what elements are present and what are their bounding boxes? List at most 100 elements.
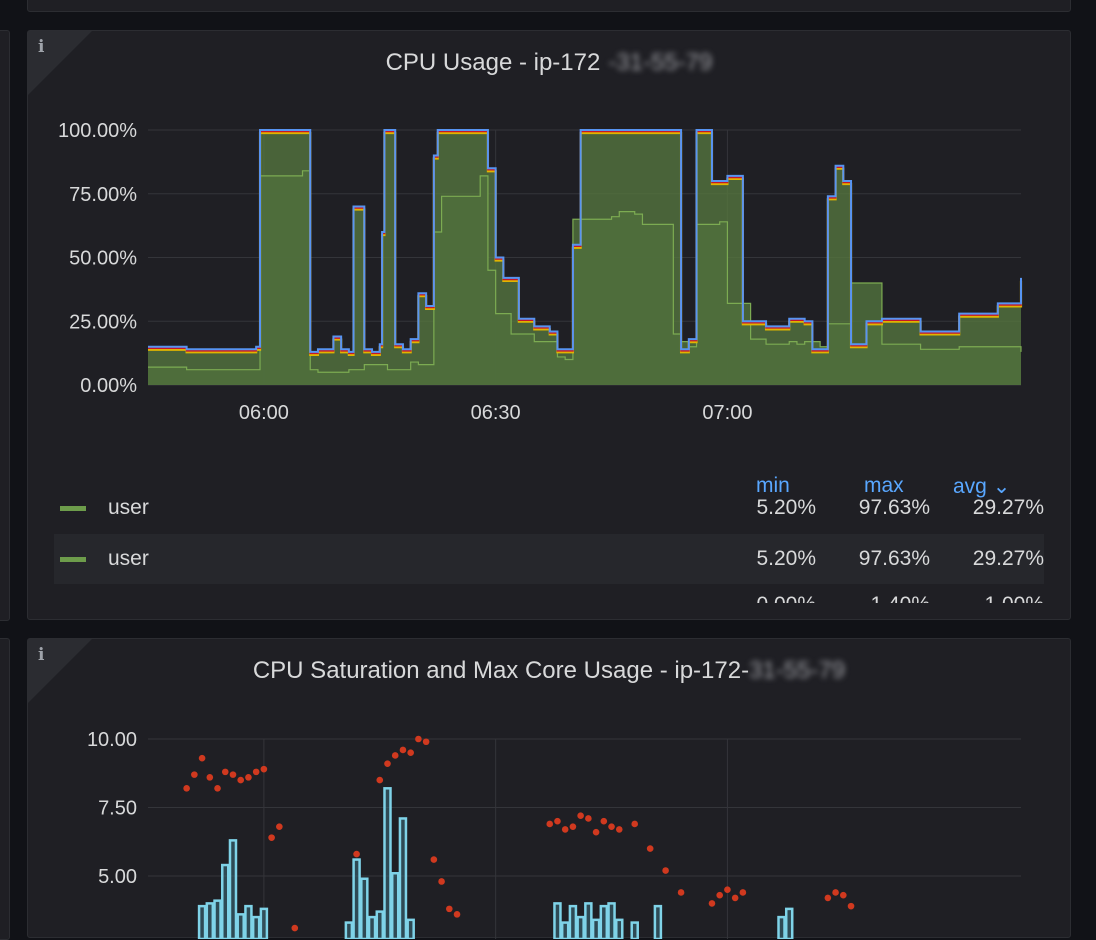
max-core-point bbox=[677, 889, 685, 896]
y-tick-label: 0.00% bbox=[80, 375, 137, 397]
saturation-bar bbox=[383, 787, 392, 939]
max-core-point bbox=[592, 828, 600, 836]
max-core-point bbox=[252, 768, 260, 776]
saturation-bar bbox=[777, 915, 786, 939]
legend-series-name[interactable]: user bbox=[108, 496, 149, 519]
panel-title-text: CPU Saturation and Max Core Usage - ip-1… bbox=[252, 657, 750, 684]
obscured-hostname: -31-55-79 bbox=[608, 49, 713, 76]
saturation-bar bbox=[360, 877, 369, 939]
max-core-point bbox=[662, 867, 669, 874]
saturation-bar bbox=[228, 839, 238, 939]
left-panel-edge-upper bbox=[0, 30, 10, 621]
legend-max: 1.40% bbox=[816, 593, 930, 603]
y-tick-label: 7.50 bbox=[98, 798, 137, 820]
max-core-point bbox=[724, 886, 731, 893]
legend-max: 97.63% bbox=[858, 547, 930, 570]
max-core-point bbox=[237, 776, 245, 784]
legend-header-max[interactable]: max bbox=[864, 474, 904, 497]
max-core-point bbox=[183, 785, 190, 792]
legend-header-avg[interactable]: avg ⌄ bbox=[953, 475, 1011, 498]
saturation-bar bbox=[630, 921, 639, 939]
saturation-bar bbox=[251, 915, 261, 939]
saturation-bar bbox=[197, 904, 207, 939]
max-core-point bbox=[615, 826, 623, 833]
info-icon[interactable]: i bbox=[38, 645, 45, 665]
series-area-user bbox=[148, 170, 1021, 385]
max-core-point bbox=[561, 826, 569, 833]
chart-series bbox=[148, 129, 1023, 385]
legend-header-min[interactable]: min bbox=[756, 474, 790, 497]
max-core-point bbox=[832, 889, 839, 896]
legend-avg: 1.00% bbox=[930, 593, 1044, 603]
max-core-point bbox=[577, 812, 584, 820]
max-core-point bbox=[399, 746, 407, 754]
info-icon[interactable]: i bbox=[38, 37, 45, 57]
x-tick-label: 06:00 bbox=[239, 402, 289, 424]
x-axis-ticks: 06:00 06:30 07:00 bbox=[239, 402, 753, 424]
legend-clipped-row: 0.00% 1.40% 1.00% bbox=[54, 589, 1044, 603]
saturation-bar bbox=[591, 918, 601, 939]
panel-title[interactable]: CPU Saturation and Max Core Usage - ip-1… bbox=[28, 657, 1070, 685]
legend-min: 0.00% bbox=[702, 593, 816, 603]
max-core-point bbox=[221, 768, 229, 776]
cpu-usage-chart[interactable]: 100.00% 75.00% 50.00% 25.00% 0.00% 06:00 06:3… bbox=[28, 116, 1072, 516]
left-panel-edge-lower bbox=[0, 638, 10, 940]
saturation-bar bbox=[367, 915, 377, 939]
max-core-point bbox=[716, 891, 723, 899]
legend-min: 5.20% bbox=[756, 496, 816, 519]
max-core-point bbox=[422, 738, 430, 746]
saturation-bar bbox=[607, 902, 616, 939]
panel-title-text: CPU Usage - ip-172 bbox=[385, 49, 601, 76]
max-core-point bbox=[824, 894, 832, 902]
max-core-point bbox=[391, 752, 399, 759]
series-line-user bbox=[148, 170, 1022, 373]
y-tick-label: 50.00% bbox=[69, 248, 137, 270]
saturation-bar bbox=[406, 918, 415, 939]
max-core-point bbox=[191, 771, 198, 778]
cpu-saturation-chart[interactable]: 10.00 7.50 5.00 bbox=[28, 699, 1072, 939]
top-panel-edge bbox=[27, 0, 1071, 12]
saturation-bar bbox=[390, 872, 400, 939]
panel-title[interactable]: CPU Usage - ip-172 -31-55-79 bbox=[28, 49, 1070, 77]
max-core-point bbox=[214, 785, 221, 792]
y-axis-ticks: 10.00 7.50 5.00 bbox=[87, 729, 137, 888]
cpu-usage-panel: i CPU Usage - ip-172 -31-55-79 100.00% 75.… bbox=[27, 30, 1071, 620]
saturation-bar bbox=[615, 918, 624, 939]
max-core-point bbox=[407, 749, 414, 756]
legend-min: 5.20% bbox=[756, 547, 816, 570]
saturation-bar bbox=[375, 910, 385, 939]
legend-row[interactable]: user 5.20% 97.63% 29.27% bbox=[54, 534, 1044, 584]
saturation-bar bbox=[553, 902, 562, 939]
max-core-point bbox=[608, 823, 615, 830]
legend-swatch[interactable] bbox=[60, 505, 86, 511]
saturation-bar bbox=[653, 904, 663, 939]
saturation-bar bbox=[584, 902, 593, 939]
chart-points bbox=[183, 735, 855, 932]
saturation-bar bbox=[221, 863, 230, 939]
legend-row[interactable]: user 5.20% 97.63% 29.27% bbox=[54, 483, 1044, 533]
max-core-point bbox=[569, 823, 577, 830]
max-core-point bbox=[260, 765, 268, 773]
max-core-point bbox=[276, 823, 283, 830]
max-core-point bbox=[600, 817, 608, 825]
x-tick-label: 07:00 bbox=[702, 402, 752, 424]
saturation-bar bbox=[205, 902, 215, 939]
saturation-bar bbox=[344, 921, 354, 939]
max-core-point bbox=[415, 735, 422, 743]
saturation-bar bbox=[398, 817, 408, 939]
legend-avg: 29.27% bbox=[972, 547, 1044, 570]
legend-swatch[interactable] bbox=[60, 556, 86, 562]
chart-grid bbox=[148, 738, 1021, 939]
panel-info-corner[interactable] bbox=[28, 31, 92, 95]
legend-series-name[interactable]: user bbox=[108, 547, 149, 570]
panel-info-corner[interactable] bbox=[28, 639, 92, 703]
max-core-point bbox=[546, 820, 554, 828]
series-line-total bbox=[148, 129, 1022, 353]
max-core-point bbox=[268, 834, 275, 841]
y-tick-label: 5.00 bbox=[98, 866, 137, 888]
max-core-point bbox=[430, 856, 438, 863]
max-core-point bbox=[453, 911, 461, 918]
saturation-bar bbox=[244, 904, 253, 939]
max-core-point bbox=[554, 817, 561, 825]
saturation-bar bbox=[352, 858, 361, 939]
